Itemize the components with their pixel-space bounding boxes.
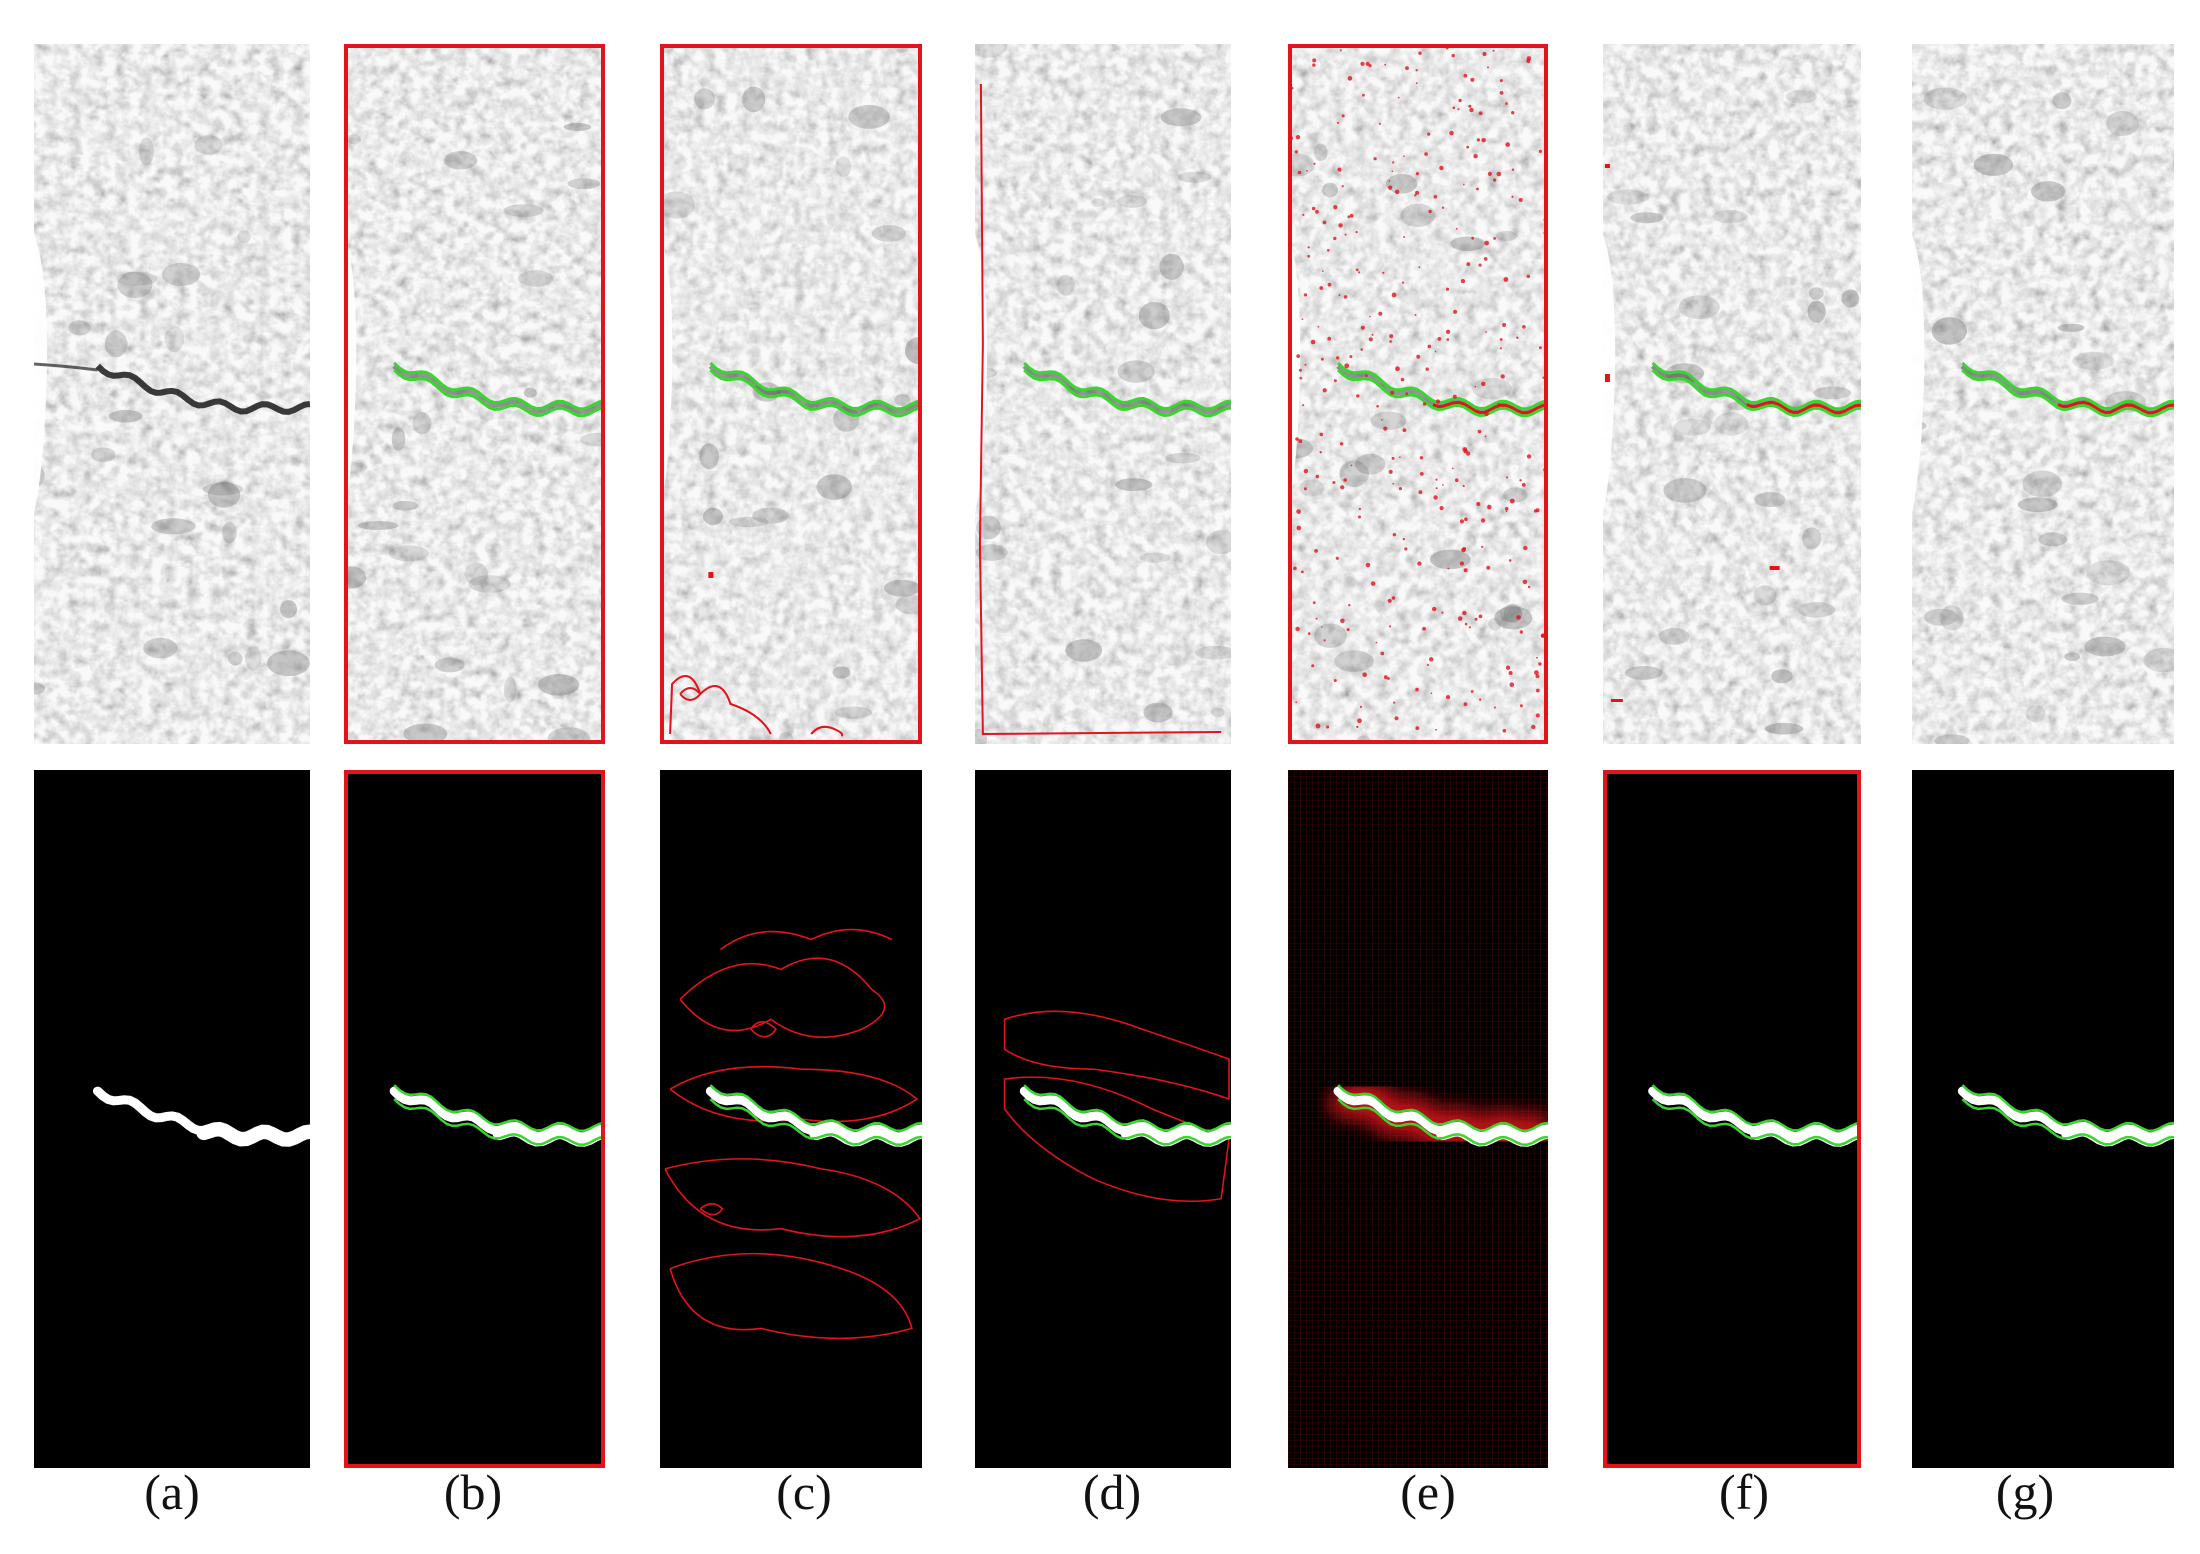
image-panel-g [1912, 44, 2174, 744]
mask-panel-g [1912, 770, 2174, 1468]
label-g: (g) [1995, 1464, 2055, 1520]
label-e: (e) [1400, 1464, 1456, 1520]
label-a: (a) [144, 1464, 200, 1520]
mask-panel-b [344, 770, 605, 1468]
image-panel-c [660, 44, 922, 744]
image-panel-f [1603, 44, 1861, 744]
image-panel-d [975, 44, 1231, 744]
mask-panel-e [1288, 770, 1548, 1468]
mask-panel-d [975, 770, 1231, 1468]
image-panel-e [1288, 44, 1548, 744]
image-panel-a [34, 44, 310, 744]
label-d: (d) [1082, 1464, 1142, 1520]
label-b: (b) [443, 1464, 503, 1520]
label-f: (f) [1719, 1464, 1769, 1520]
image-panel-b [344, 44, 605, 744]
mask-panel-c [660, 770, 922, 1468]
label-c: (c) [776, 1464, 832, 1520]
mask-panel-f [1603, 770, 1861, 1468]
mask-panel-a [34, 770, 310, 1468]
